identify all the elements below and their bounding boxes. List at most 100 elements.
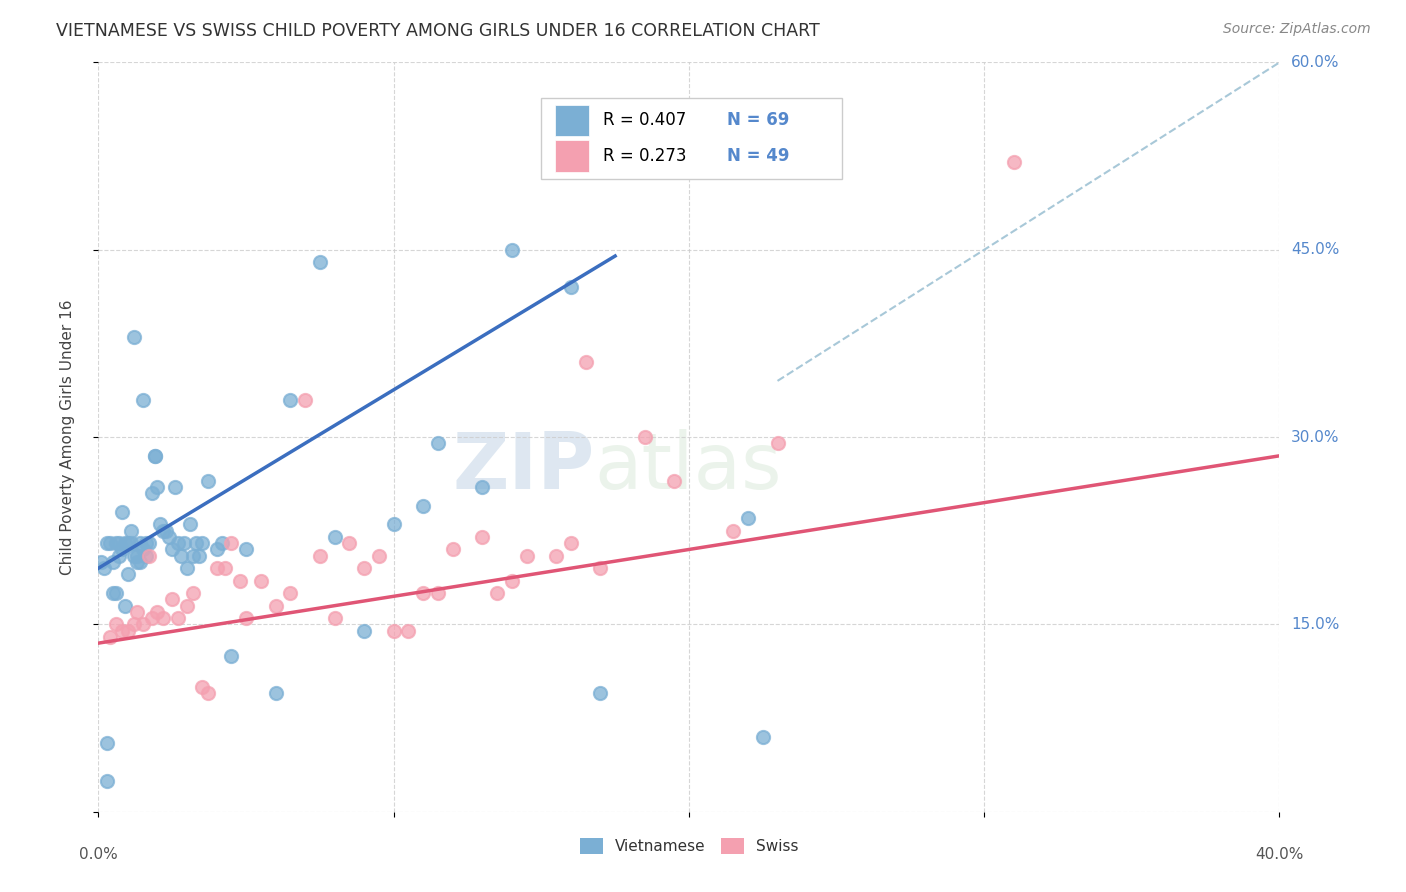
Point xyxy=(125,605,148,619)
Point xyxy=(173,536,195,550)
Point xyxy=(353,624,375,638)
Point xyxy=(205,542,228,557)
Point xyxy=(280,392,302,407)
Point xyxy=(221,536,243,550)
Point xyxy=(96,773,118,788)
Point xyxy=(339,536,361,550)
Point xyxy=(766,436,789,450)
Point xyxy=(128,536,150,550)
Point xyxy=(197,686,219,700)
Point xyxy=(105,617,128,632)
Point xyxy=(141,611,163,625)
Point xyxy=(181,586,204,600)
Point xyxy=(152,524,174,538)
Point xyxy=(546,549,568,563)
Point xyxy=(108,536,131,550)
Text: VIETNAMESE VS SWISS CHILD POVERTY AMONG GIRLS UNDER 16 CORRELATION CHART: VIETNAMESE VS SWISS CHILD POVERTY AMONG … xyxy=(56,22,820,40)
Point xyxy=(157,530,180,544)
Point xyxy=(152,611,174,625)
Point xyxy=(205,561,228,575)
Text: 15.0%: 15.0% xyxy=(1291,617,1340,632)
Point xyxy=(120,524,142,538)
Point xyxy=(105,536,128,550)
Point xyxy=(221,648,243,663)
Point xyxy=(191,536,214,550)
Point xyxy=(98,630,121,644)
Point xyxy=(165,480,187,494)
Point xyxy=(108,549,131,563)
Point xyxy=(93,561,115,575)
Point xyxy=(427,586,450,600)
Point xyxy=(122,617,145,632)
Point xyxy=(280,586,302,600)
Point xyxy=(264,599,287,613)
Point xyxy=(486,586,509,600)
Text: atlas: atlas xyxy=(595,429,782,505)
Point xyxy=(179,517,201,532)
Point xyxy=(181,549,204,563)
Text: 60.0%: 60.0% xyxy=(1291,55,1340,70)
Point xyxy=(441,542,464,557)
Point xyxy=(141,486,163,500)
Point xyxy=(117,536,139,550)
Point xyxy=(135,536,157,550)
Point xyxy=(309,549,332,563)
Point xyxy=(111,505,134,519)
Text: Source: ZipAtlas.com: Source: ZipAtlas.com xyxy=(1223,22,1371,37)
Point xyxy=(589,561,612,575)
Point xyxy=(737,511,759,525)
Point xyxy=(229,574,252,588)
Point xyxy=(250,574,273,588)
Bar xyxy=(555,140,589,171)
Point xyxy=(125,555,148,569)
Point xyxy=(111,624,134,638)
Point xyxy=(111,542,134,557)
Point xyxy=(382,517,405,532)
Point xyxy=(96,736,118,750)
Point xyxy=(471,480,494,494)
Point xyxy=(412,586,434,600)
Point xyxy=(114,536,136,550)
Point xyxy=(132,392,155,407)
Point xyxy=(138,549,160,563)
Point xyxy=(167,536,190,550)
Text: 45.0%: 45.0% xyxy=(1291,243,1340,257)
Point xyxy=(575,355,598,369)
Point xyxy=(146,605,169,619)
Text: ZIP: ZIP xyxy=(453,429,595,505)
Point xyxy=(117,624,139,638)
Point xyxy=(501,574,523,588)
Point xyxy=(114,599,136,613)
Text: 40.0%: 40.0% xyxy=(1256,847,1303,862)
Point xyxy=(90,555,112,569)
Point xyxy=(323,530,346,544)
FancyBboxPatch shape xyxy=(541,97,842,178)
Point xyxy=(167,611,190,625)
Text: 30.0%: 30.0% xyxy=(1291,430,1340,444)
Point xyxy=(589,686,612,700)
Point xyxy=(120,536,142,550)
Point xyxy=(471,530,494,544)
Y-axis label: Child Poverty Among Girls Under 16: Child Poverty Among Girls Under 16 xyxy=(60,300,75,574)
Point xyxy=(125,549,148,563)
Point xyxy=(235,542,257,557)
Point xyxy=(197,474,219,488)
Point xyxy=(412,499,434,513)
Point xyxy=(155,524,177,538)
Point xyxy=(187,549,209,563)
Bar xyxy=(555,104,589,136)
Point xyxy=(176,561,198,575)
Point xyxy=(146,480,169,494)
Text: R = 0.407: R = 0.407 xyxy=(603,112,686,129)
Point xyxy=(103,555,125,569)
Point xyxy=(368,549,391,563)
Point xyxy=(143,449,166,463)
Point xyxy=(516,549,538,563)
Point xyxy=(184,536,207,550)
Text: R = 0.273: R = 0.273 xyxy=(603,147,686,165)
Point xyxy=(353,561,375,575)
Point xyxy=(135,549,157,563)
Point xyxy=(96,536,118,550)
Point xyxy=(162,592,183,607)
Point xyxy=(143,449,166,463)
